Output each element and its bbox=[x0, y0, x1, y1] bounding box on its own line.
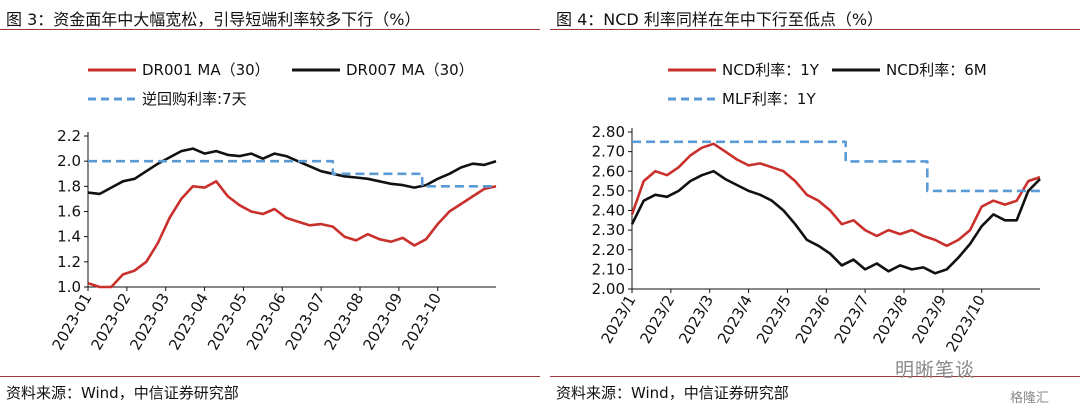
y-tick-label: 2.60 bbox=[592, 162, 625, 180]
watermark-sub: 格隆汇 bbox=[1010, 391, 1050, 406]
series-line bbox=[630, 169, 1041, 275]
source-rule bbox=[0, 376, 540, 377]
legend-label: DR001 MA（30） bbox=[142, 61, 270, 79]
legend-label: MLF利率：1Y bbox=[722, 90, 816, 108]
title-rule bbox=[0, 29, 540, 30]
x-tick-label: 2023/3 bbox=[675, 292, 717, 347]
legend-label: NCD利率：1Y bbox=[722, 61, 820, 79]
y-tick-label: 1.0 bbox=[57, 278, 81, 296]
y-tick-label: 2.70 bbox=[592, 143, 625, 161]
x-tick-label: 2023/4 bbox=[714, 292, 756, 347]
x-tick-label: 2023/2 bbox=[636, 292, 678, 347]
chart-title: 图 3：资金面年中大幅宽松，引导短端利率较多下行（%） bbox=[6, 10, 421, 29]
y-tick-label: 1.6 bbox=[57, 203, 81, 221]
x-tick-label: 2023/1 bbox=[597, 292, 639, 347]
chart-left-svg: DR001 MA（30） DR007 MA（30） 逆回购利率:7天 2.2 2.0 1.… bbox=[49, 61, 497, 353]
y-tick-label: 1.4 bbox=[57, 228, 81, 246]
series-line bbox=[88, 159, 496, 188]
series-line bbox=[630, 142, 1041, 248]
source-note: 资料来源：Wind，中信证券研究部 bbox=[556, 384, 789, 402]
legend-label: NCD利率：6M bbox=[886, 61, 987, 79]
y-tick-label: 2.00 bbox=[592, 280, 625, 298]
source-rule bbox=[550, 376, 1080, 377]
chart-panel-left: 图 3：资金面年中大幅宽松，引导短端利率较多下行（%） DR001 MA（30）… bbox=[0, 10, 540, 402]
y-tick-label: 2.0 bbox=[57, 152, 81, 170]
y-tick-label: 2.2 bbox=[57, 127, 81, 145]
legend-label: 逆回购利率:7天 bbox=[142, 90, 247, 108]
x-tick-label: 2023/5 bbox=[753, 292, 795, 347]
chart-panel-right: 图 4：NCD 利率同样在年中下行至低点（%） NCD利率：1Y NCD利率：6M… bbox=[550, 0, 1080, 414]
series-line bbox=[632, 140, 1040, 193]
y-tick-label: 2.80 bbox=[592, 123, 625, 141]
y-tick-label: 2.50 bbox=[592, 182, 625, 200]
x-tick-label: 2023/7 bbox=[831, 292, 873, 347]
chart-right-svg: NCD利率：1Y NCD利率：6M MLF利率：1Y 2.80 2.702.60 2.50… bbox=[592, 61, 1041, 355]
watermark: 明晰笔谈 bbox=[895, 359, 976, 381]
y-tick-label: 1.2 bbox=[57, 253, 81, 271]
y-tick-label: 1.8 bbox=[57, 177, 81, 195]
title-rule bbox=[550, 29, 1080, 30]
x-tick-label: 2023/9 bbox=[908, 292, 950, 347]
legend-label: DR007 MA（30） bbox=[346, 61, 474, 79]
x-tick-label: 2023/8 bbox=[869, 292, 911, 347]
source-note: 资料来源：Wind，中信证券研究部 bbox=[6, 384, 239, 402]
y-tick-label: 2.40 bbox=[592, 202, 625, 220]
series-line bbox=[87, 180, 497, 289]
series-line bbox=[87, 147, 497, 196]
chart-title: 图 4：NCD 利率同样在年中下行至低点（%） bbox=[556, 10, 884, 29]
x-tick-label: 2023/6 bbox=[792, 292, 834, 347]
y-tick-label: 2.10 bbox=[592, 260, 625, 278]
y-tick-label: 2.20 bbox=[592, 241, 625, 259]
y-tick-label: 2.30 bbox=[592, 221, 625, 239]
